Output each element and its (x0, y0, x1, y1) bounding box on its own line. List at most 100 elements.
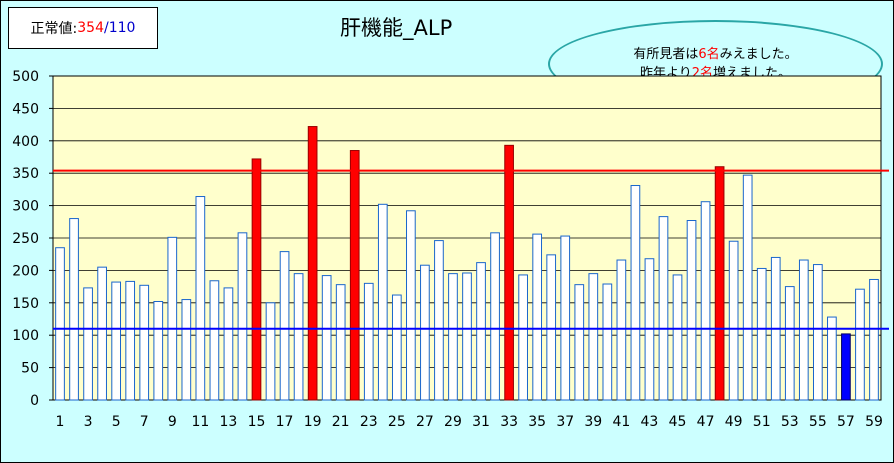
bar-20 (321, 275, 332, 401)
x-tick-label: 7 (140, 414, 149, 430)
x-tick-label: 1 (56, 414, 65, 430)
bar-8 (153, 301, 164, 401)
bar-35 (532, 233, 543, 401)
x-tick-label: 17 (276, 414, 294, 430)
bar-5 (111, 281, 122, 401)
x-tick-label: 5 (112, 414, 121, 430)
y-tick-label: 0 (30, 393, 39, 409)
bar-49 (728, 240, 739, 401)
x-tick-label: 57 (837, 414, 855, 430)
bar-10 (181, 299, 192, 401)
bar-19 (307, 126, 318, 401)
x-tick-label: 33 (500, 414, 518, 430)
x-tick-label: 13 (220, 414, 238, 430)
bar-12 (209, 280, 220, 401)
bar-22 (349, 150, 360, 401)
bar-31 (476, 262, 486, 401)
x-tick-label: 55 (809, 414, 827, 430)
bar-37 (560, 235, 571, 401)
x-tick-label: 47 (697, 414, 715, 430)
x-tick-label: 31 (472, 414, 490, 430)
bar-39 (588, 273, 599, 401)
x-tick-label: 23 (360, 414, 378, 430)
normal-range-label: 正常値: (30, 21, 78, 37)
normal-range-separator: / (104, 20, 109, 36)
bar-4 (97, 266, 107, 401)
bar-27 (420, 264, 430, 401)
bar-14 (237, 232, 248, 401)
y-tick-label: 300 (12, 199, 39, 215)
bar-30 (462, 272, 472, 401)
bar-44 (658, 216, 669, 401)
bar-28 (434, 240, 444, 401)
normal-range-high: 354 (77, 20, 104, 36)
x-tick-label: 41 (612, 414, 630, 430)
y-tick-label: 450 (12, 101, 39, 117)
x-tick-label: 59 (865, 414, 883, 430)
x-tick-label: 53 (781, 414, 799, 430)
bar-15 (251, 158, 262, 401)
bar-32 (490, 232, 500, 401)
bar-24 (377, 203, 388, 401)
normal-range-low: 110 (108, 20, 136, 36)
x-tick-label: 25 (388, 414, 406, 430)
y-tick-label: 200 (12, 263, 39, 279)
bar-34 (518, 274, 528, 401)
bar-47 (700, 201, 711, 401)
x-tick-label: 37 (556, 414, 574, 430)
y-tick-label: 250 (12, 231, 39, 247)
bar-11 (195, 196, 206, 401)
x-tick-label: 43 (641, 414, 659, 430)
chart-title: 肝機能_ALP (340, 16, 453, 40)
bar-57 (841, 333, 851, 401)
y-tick-label: 100 (12, 328, 39, 344)
bar-17 (279, 251, 290, 401)
y-tick-label: 150 (12, 296, 39, 312)
bar-51 (756, 267, 767, 401)
x-tick-label: 27 (416, 414, 434, 430)
bar-53 (784, 286, 795, 401)
bar-18 (293, 273, 304, 401)
x-tick-label: 11 (191, 414, 209, 430)
callout-line-1: 有所見者は6名みえました。 (633, 45, 797, 64)
bar-58 (855, 288, 865, 401)
bar-36 (546, 254, 557, 401)
bar-2 (69, 218, 79, 401)
x-tick-label: 45 (669, 414, 687, 430)
bar-7 (139, 284, 150, 401)
bar-3 (83, 287, 93, 401)
bar-38 (574, 284, 585, 401)
bar-25 (391, 294, 402, 401)
bar-26 (406, 210, 416, 401)
x-tick-label: 3 (84, 414, 93, 430)
bar-1 (55, 247, 65, 401)
callout-line-1-c: みえました。 (719, 47, 798, 62)
bar-56 (827, 316, 837, 401)
x-tick-label: 29 (444, 414, 462, 430)
x-tick-label: 51 (753, 414, 771, 430)
bar-16 (265, 302, 276, 401)
y-tick-label: 500 (12, 69, 39, 85)
y-tick-label: 400 (12, 134, 39, 150)
x-tick-label: 35 (528, 414, 546, 430)
x-tick-label: 9 (168, 414, 177, 430)
bar-45 (672, 274, 683, 401)
bar-13 (223, 287, 234, 401)
bar-48 (714, 166, 725, 401)
callout-count-findings: 6名 (698, 47, 720, 62)
bar-21 (335, 284, 346, 401)
callout-line-1-a: 有所見者は (633, 47, 699, 62)
bar-40 (602, 283, 613, 401)
bar-50 (742, 174, 753, 401)
bar-54 (798, 259, 809, 401)
bar-33 (504, 144, 514, 401)
x-tick-label: 49 (725, 414, 743, 430)
bar-6 (125, 280, 136, 401)
bar-59 (869, 278, 879, 401)
x-tick-label: 21 (332, 414, 350, 430)
x-tick-label: 39 (584, 414, 602, 430)
y-tick-label: 50 (21, 361, 39, 377)
x-tick-label: 19 (304, 414, 322, 430)
normal-range-box: 正常値: 354/110 (8, 7, 158, 49)
